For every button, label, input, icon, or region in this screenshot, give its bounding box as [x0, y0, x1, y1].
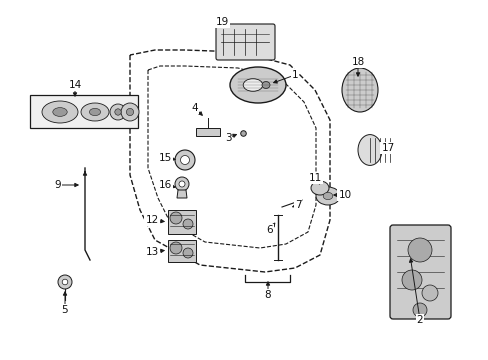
Circle shape: [62, 279, 68, 285]
Ellipse shape: [323, 192, 332, 199]
Ellipse shape: [89, 108, 101, 116]
Ellipse shape: [229, 67, 285, 103]
Text: 2: 2: [416, 315, 423, 325]
Text: 14: 14: [68, 80, 81, 90]
Bar: [196, 128, 220, 136]
Text: 11: 11: [308, 173, 321, 183]
Circle shape: [412, 303, 426, 317]
Ellipse shape: [262, 81, 269, 89]
Circle shape: [175, 150, 195, 170]
Circle shape: [175, 177, 189, 191]
Bar: [168, 240, 196, 262]
Text: 6: 6: [266, 225, 273, 235]
Circle shape: [170, 212, 182, 224]
Circle shape: [170, 242, 182, 254]
Text: 9: 9: [55, 180, 61, 190]
Ellipse shape: [243, 79, 262, 91]
Text: 16: 16: [158, 180, 171, 190]
Text: 13: 13: [145, 247, 158, 257]
FancyBboxPatch shape: [389, 225, 450, 319]
Text: 7: 7: [294, 200, 301, 210]
Bar: [30, 95, 138, 128]
Circle shape: [401, 270, 421, 290]
Ellipse shape: [42, 101, 78, 123]
Text: 12: 12: [145, 215, 158, 225]
Bar: [168, 210, 196, 234]
Circle shape: [58, 275, 72, 289]
Ellipse shape: [110, 104, 126, 120]
Polygon shape: [177, 190, 186, 198]
Text: 18: 18: [351, 57, 364, 67]
Circle shape: [179, 181, 184, 187]
Circle shape: [180, 156, 189, 165]
Ellipse shape: [341, 68, 377, 112]
Text: 3: 3: [224, 133, 231, 143]
Text: 5: 5: [61, 305, 68, 315]
FancyBboxPatch shape: [216, 24, 274, 60]
Circle shape: [183, 219, 193, 229]
Circle shape: [407, 238, 431, 262]
Ellipse shape: [310, 181, 328, 195]
Text: 19: 19: [215, 17, 228, 27]
Ellipse shape: [115, 109, 121, 115]
Text: 1: 1: [291, 70, 298, 80]
Circle shape: [183, 248, 193, 258]
Text: 8: 8: [264, 290, 271, 300]
Text: 10: 10: [338, 190, 351, 200]
Ellipse shape: [53, 108, 67, 116]
Ellipse shape: [126, 108, 133, 116]
Ellipse shape: [121, 103, 139, 121]
Circle shape: [421, 285, 437, 301]
Text: 15: 15: [158, 153, 171, 163]
Ellipse shape: [81, 103, 109, 121]
Text: 4: 4: [191, 103, 198, 113]
Ellipse shape: [357, 135, 381, 165]
Text: 17: 17: [381, 143, 394, 153]
Ellipse shape: [315, 187, 339, 205]
